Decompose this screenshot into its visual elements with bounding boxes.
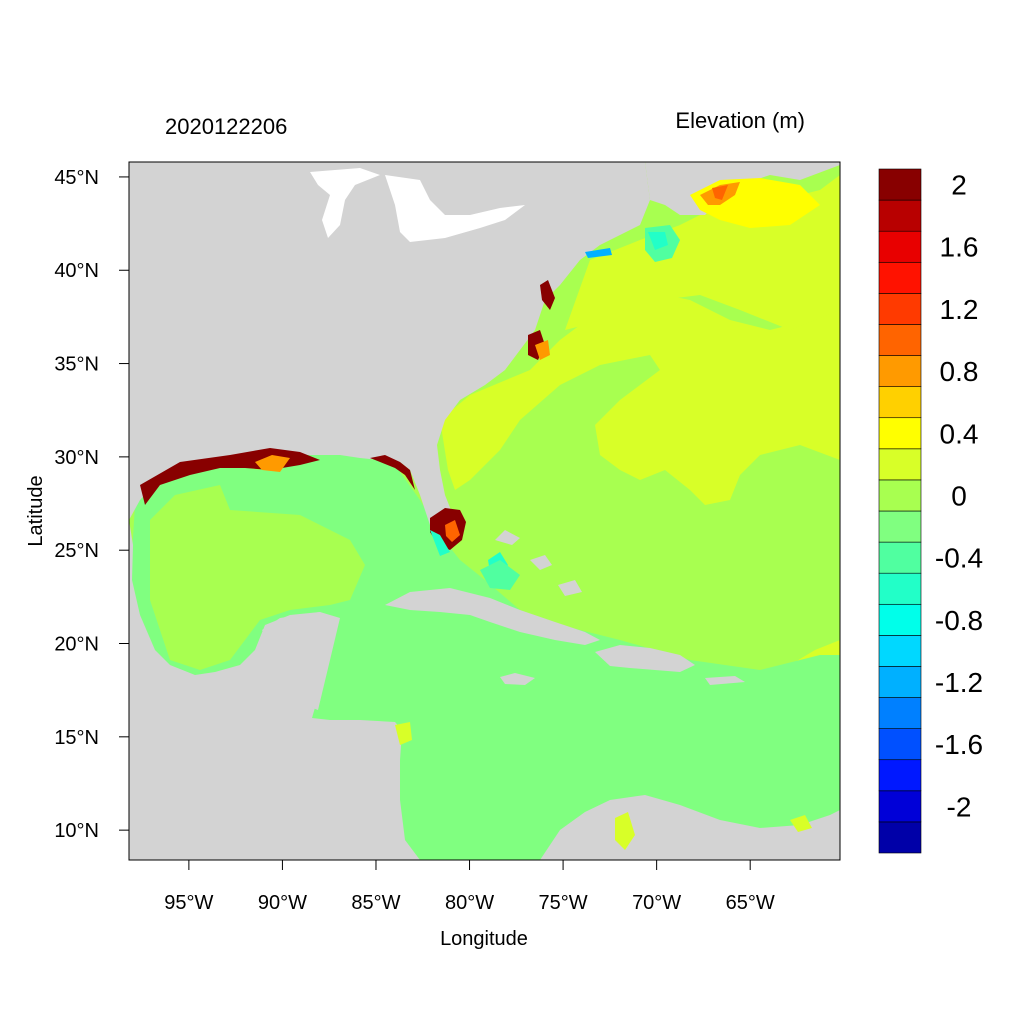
land-hispaniola (595, 645, 695, 672)
colorbar-box (878, 666, 922, 698)
colorbar-box (878, 635, 922, 667)
colorbar-box (878, 448, 922, 481)
lon-tick-label: 70°W (632, 892, 681, 914)
colorbar-box (878, 261, 922, 294)
caribbean-yellow-pocket-1 (615, 812, 635, 850)
lat-tick-label: 30°N (54, 447, 99, 469)
lake-huron-erie-ontario (385, 175, 525, 242)
land-cuba (385, 588, 600, 645)
lat-tick-label: 10°N (54, 820, 99, 842)
colorbar-label: 0.8 (940, 356, 979, 387)
lat-tick-label: 20°N (54, 634, 99, 656)
colorbar-box (878, 728, 922, 761)
surge-louisiana-orange (255, 455, 290, 472)
colorbar-box (878, 790, 922, 823)
land-mexico-central-america (129, 520, 420, 860)
land-maritimes (645, 162, 840, 215)
land-puerto-rico (705, 676, 745, 685)
lat-tick-label: 40°N (54, 260, 99, 282)
longitude-axis: 95°W 90°W 85°W 80°W 75°W 70°W 65°W (164, 860, 775, 914)
surge-big-bend-dark-red (370, 455, 415, 490)
colorbar-box (878, 230, 922, 263)
colorbar-label: 2 (951, 170, 967, 201)
colorbar-box (878, 199, 922, 232)
colorbar-box (878, 386, 922, 419)
colorbar-label: 0.4 (940, 418, 979, 449)
timestamp-title: 2020122206 (165, 114, 287, 139)
lake-superior-michigan (310, 168, 380, 238)
x-axis-label: Longitude (440, 928, 528, 950)
colorbar-box (878, 479, 922, 512)
negative-cape-cod-cyan (648, 232, 668, 250)
lon-tick-label: 95°W (164, 892, 213, 914)
colorbar-box (878, 355, 922, 387)
map-panel (129, 162, 840, 860)
y-axis-label: Latitude (25, 475, 47, 546)
colorbar-label: 1.2 (940, 294, 979, 325)
colorbar-box (878, 697, 922, 729)
surge-ne-coast-dark-red (540, 280, 555, 310)
caribbean-yellow-pocket-2 (790, 815, 812, 832)
colorbar-label: -2 (947, 791, 972, 822)
colorbar-label: -1.2 (935, 667, 983, 698)
lat-tick-label: 35°N (54, 354, 99, 376)
ocean-high-band (440, 290, 840, 505)
negative-florida-bay-cyan (430, 530, 450, 556)
lat-tick-label: 15°N (54, 727, 99, 749)
gulf-of-maine-red (712, 185, 728, 200)
lat-tick-label: 45°N (54, 167, 99, 189)
colorbar-box (878, 821, 922, 854)
land-jamaica (500, 673, 535, 685)
colorbar-label: 1.6 (940, 232, 979, 263)
colorbar-box (878, 417, 922, 450)
lon-tick-label: 80°W (445, 892, 494, 914)
caribbean-yellow-pocket-3 (395, 722, 412, 745)
colorbar-label: 0 (951, 480, 967, 511)
colorbar-box (878, 759, 922, 792)
colorbar-label: -0.8 (935, 605, 983, 636)
colorbar-box (878, 541, 922, 574)
colorbar-label: -0.4 (935, 543, 983, 574)
surge-pamlico-orange (535, 340, 550, 360)
lat-tick-label: 25°N (54, 540, 99, 562)
variable-title: Elevation (m) (675, 108, 805, 133)
colorbar-box (878, 168, 922, 201)
colorbar-label: -1.6 (935, 729, 983, 760)
colorbar-box (878, 510, 922, 543)
colorbar: -2 -1.6 -1.2 -0.8 -0.4 0 0.4 0.8 1.2 1.6 2 (878, 168, 983, 854)
lon-tick-label: 65°W (726, 892, 775, 914)
lon-tick-label: 85°W (351, 892, 400, 914)
negative-li-sound-blue (585, 248, 612, 258)
colorbar-box (878, 603, 922, 636)
latitude-axis: 45°N 40°N 35°N 30°N 25°N 20°N 15°N 10°N (54, 167, 129, 842)
land-bahamas (495, 530, 582, 596)
lon-tick-label: 90°W (258, 892, 307, 914)
negative-bahama-aqua (480, 560, 520, 590)
map-frame (128, 161, 841, 861)
colorbar-box (878, 324, 922, 356)
surge-florida-red (445, 520, 460, 542)
colorbar-box (878, 572, 922, 605)
gulf-inner-positive-pocket (150, 485, 365, 670)
lon-tick-label: 75°W (539, 892, 588, 914)
land-yucatan (262, 612, 340, 710)
colorbar-box (878, 293, 922, 325)
